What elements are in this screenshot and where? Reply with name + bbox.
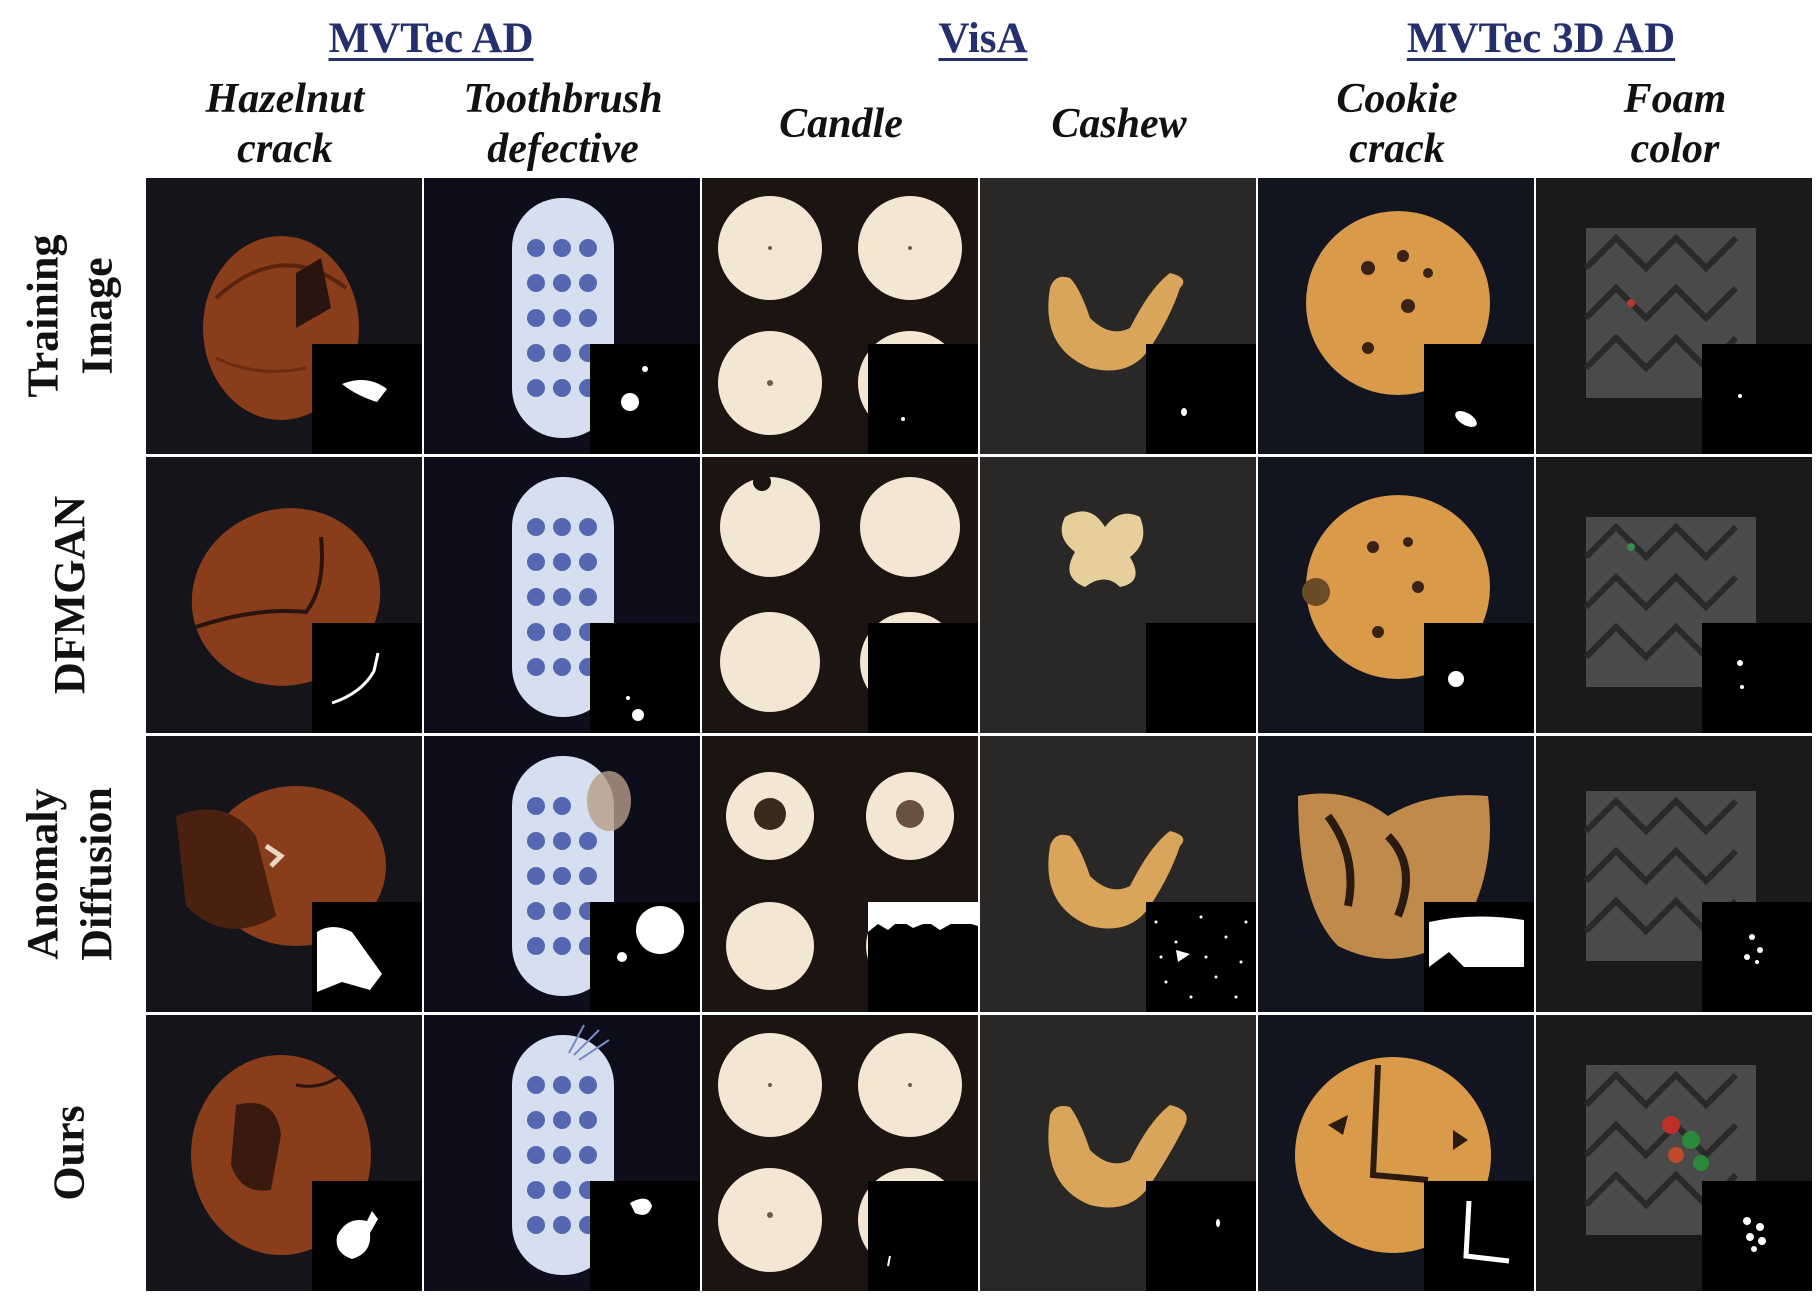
column-header-line2: crack <box>1349 126 1445 172</box>
defect-mask <box>1146 623 1256 733</box>
defect-mask <box>312 902 422 1012</box>
image-toothbrush-dfmgan <box>424 457 700 733</box>
image-cookie-dfmgan <box>1258 457 1534 733</box>
column-header-line1: Cashew <box>1051 101 1187 147</box>
row-label-line2: Image <box>72 257 122 375</box>
image-foam-anomaly-diffusion <box>1536 736 1812 1012</box>
defect-mask <box>1702 623 1812 733</box>
row-label-line1: DFMGAN <box>45 496 94 694</box>
column-header-line2: color <box>1630 126 1720 172</box>
row-label-training-image: Training Image <box>0 178 140 454</box>
image-cashew-anomaly-diffusion <box>980 736 1256 1012</box>
defect-mask <box>312 1181 422 1291</box>
row-label-line1: Ours <box>44 1105 94 1201</box>
defect-mask <box>1424 1181 1534 1291</box>
dataset-title-visa: VisA <box>938 15 1028 62</box>
column-header-line1: Hazelnut <box>205 76 365 122</box>
dataset-title-mvtec-3d-ad: MVTec 3D AD <box>1406 15 1676 62</box>
defect-mask <box>868 344 978 454</box>
defect-mask <box>868 902 978 1012</box>
row-label-ours: Ours <box>0 1015 140 1291</box>
image-cookie-ours <box>1258 1015 1534 1291</box>
defect-mask <box>868 1181 978 1291</box>
defect-mask <box>1702 344 1812 454</box>
defect-mask <box>1146 344 1256 454</box>
defect-mask <box>1702 1181 1812 1291</box>
row-label-line1: Training <box>18 234 68 398</box>
defect-mask <box>1424 902 1534 1012</box>
column-header-line1: Candle <box>779 101 903 147</box>
defect-mask <box>590 344 700 454</box>
image-toothbrush-ours <box>424 1015 700 1291</box>
column-header-line1: Cookie <box>1336 76 1458 122</box>
defect-mask <box>590 623 700 733</box>
defect-mask <box>590 1181 700 1291</box>
image-hazelnut-dfmgan <box>146 457 422 733</box>
defect-mask <box>868 623 978 733</box>
column-header-foam: Foam color <box>1536 70 1814 178</box>
image-candle-dfmgan <box>702 457 978 733</box>
image-foam-dfmgan <box>1536 457 1812 733</box>
image-candle-ours <box>702 1015 978 1291</box>
defect-mask <box>1424 623 1534 733</box>
defect-mask <box>590 902 700 1012</box>
defect-mask <box>1146 902 1256 1012</box>
image-hazelnut-anomaly-diffusion <box>146 736 422 1012</box>
dataset-title-mvtec-ad: MVTec AD <box>328 15 534 62</box>
column-header-line2: defective <box>487 126 639 172</box>
column-header-toothbrush: Toothbrush defective <box>424 70 702 178</box>
defect-mask <box>1424 344 1534 454</box>
column-header-line1: Toothbrush <box>463 76 663 122</box>
row-label-dfmgan: DFMGAN <box>0 457 140 733</box>
image-foam-ours <box>1536 1015 1812 1291</box>
column-header-hazelnut: Hazelnut crack <box>146 70 424 178</box>
image-cashew-ours <box>980 1015 1256 1291</box>
image-cookie-training <box>1258 178 1534 454</box>
image-toothbrush-anomaly-diffusion <box>424 736 700 1012</box>
image-candle-anomaly-diffusion <box>702 736 978 1012</box>
image-toothbrush-training <box>424 178 700 454</box>
row-label-line2: Diffusion <box>72 787 121 961</box>
row-label-line1: Anomaly <box>18 788 67 960</box>
image-hazelnut-ours <box>146 1015 422 1291</box>
image-cookie-anomaly-diffusion <box>1258 736 1534 1012</box>
defect-mask <box>1146 1181 1256 1291</box>
column-header-line1: Foam <box>1623 76 1727 122</box>
image-foam-training <box>1536 178 1812 454</box>
image-hazelnut-training <box>146 178 422 454</box>
column-header-cashew: Cashew <box>980 70 1258 178</box>
defect-mask <box>312 344 422 454</box>
defect-mask <box>312 623 422 733</box>
defect-mask <box>1702 902 1812 1012</box>
image-cashew-dfmgan <box>980 457 1256 733</box>
column-header-candle: Candle <box>702 70 980 178</box>
column-header-cookie: Cookie crack <box>1258 70 1536 178</box>
row-label-anomaly-diffusion: Anomaly Diffusion <box>0 736 140 1012</box>
image-candle-training <box>702 178 978 454</box>
image-cashew-training <box>980 178 1256 454</box>
column-header-line2: crack <box>237 126 333 172</box>
